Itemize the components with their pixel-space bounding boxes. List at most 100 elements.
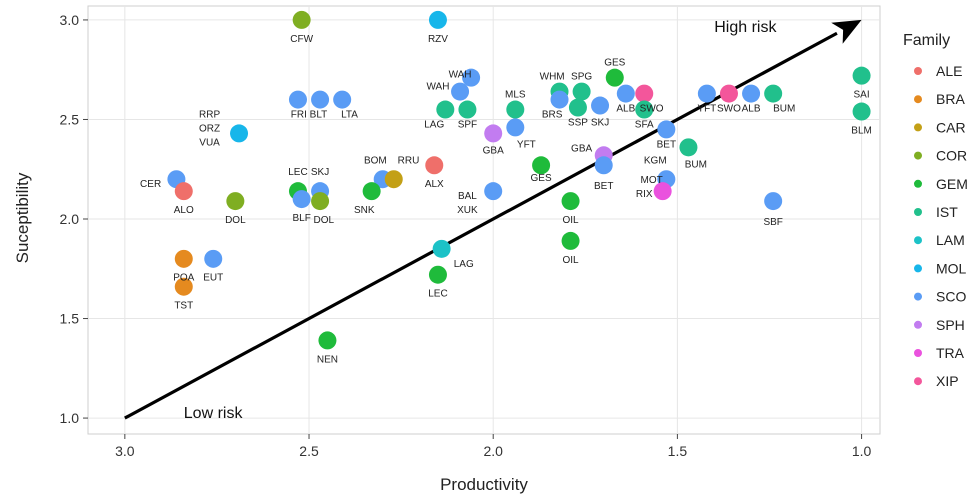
point-sco	[288, 90, 307, 109]
point-label: SSP	[568, 117, 588, 128]
point-label: BRS	[542, 109, 563, 120]
point-label: LAG	[424, 119, 444, 130]
point-label: SKJ	[311, 167, 329, 178]
point-label: TST	[174, 301, 193, 312]
legend-label-bra: BRA	[936, 91, 965, 107]
x-axis-title: Productivity	[440, 475, 528, 494]
point-ist	[852, 66, 871, 85]
point-gem	[532, 156, 551, 175]
point-label: KGM	[644, 155, 667, 166]
legend-label-sph: SPH	[936, 317, 965, 333]
point-label: GBA	[483, 145, 504, 156]
point-label: BUM	[685, 159, 707, 170]
point-label: SAI	[854, 90, 870, 101]
legend-swatch-ale	[914, 67, 922, 75]
y-tick-label: 1.0	[60, 410, 80, 426]
point-label: WHM	[540, 72, 565, 83]
data-points	[167, 10, 871, 350]
point-label: GES	[531, 173, 552, 184]
point-label: RZV	[428, 34, 448, 45]
point-label: FRI BLT	[291, 109, 327, 120]
point-label: RRP	[199, 109, 220, 120]
point-label: WAH	[449, 70, 472, 81]
point-label: MLS	[505, 90, 526, 101]
x-axis-ticks: 3.0 2.5 2.0 1.5 1.0	[115, 434, 872, 459]
point-label: EUT	[203, 273, 223, 284]
grid-lines	[88, 6, 880, 434]
point-label: LEC	[288, 167, 307, 178]
point-ist	[635, 100, 654, 119]
point-label: BUM	[773, 104, 795, 115]
point-sco	[451, 82, 470, 101]
point-sco	[333, 90, 352, 109]
legend-swatch-lam	[914, 236, 922, 245]
x-tick-label: 1.0	[852, 443, 872, 459]
point-label: YFT	[697, 104, 716, 115]
point-car	[384, 170, 403, 189]
legend-label-car: CAR	[936, 119, 966, 135]
point-label: RRU	[398, 155, 420, 166]
arrow-head	[831, 19, 862, 44]
point-ale	[174, 182, 193, 201]
legend-swatch-cor	[914, 151, 922, 160]
point-label: CER	[140, 179, 161, 190]
point-gem	[362, 182, 381, 201]
point-sco	[697, 84, 716, 103]
legend-swatch-xip	[914, 377, 922, 386]
low-risk-label: Low risk	[184, 405, 244, 422]
point-sco	[742, 84, 761, 103]
point-label: XUK	[457, 205, 478, 216]
point-label: ALB	[616, 104, 635, 115]
point-label: OIL	[563, 215, 580, 226]
legend-swatch-mol	[914, 264, 922, 273]
point-tra	[653, 182, 672, 201]
point-sco	[292, 190, 311, 209]
point-label: BLM	[851, 125, 872, 136]
point-label: LEC	[428, 289, 447, 300]
legend-label-cor: COR	[936, 148, 967, 164]
point-sco	[550, 90, 569, 109]
point-sco	[591, 96, 610, 115]
point-label: VUA	[199, 137, 220, 148]
point-ist	[679, 138, 698, 157]
point-xip	[719, 84, 738, 103]
point-label: WAH	[426, 82, 449, 93]
legend-label-gem: GEM	[936, 176, 968, 192]
point-sco	[462, 68, 481, 87]
legend-swatch-gem	[914, 179, 922, 188]
point-label: BET	[594, 181, 613, 192]
legend-label-ist: IST	[936, 204, 958, 220]
point-label: ALO	[174, 205, 194, 216]
y-tick-label: 3.0	[60, 12, 80, 28]
point-ist	[436, 100, 455, 119]
legend-label-ale: ALE	[936, 63, 962, 79]
point-label: LTA	[341, 109, 358, 120]
point-cor	[226, 192, 245, 211]
point-label: SKJ	[591, 117, 609, 128]
point-sco	[657, 120, 676, 139]
point-label: GBA	[571, 143, 592, 154]
point-label: POA	[173, 273, 194, 284]
point-label: SNK	[354, 205, 375, 216]
point-sco	[311, 90, 330, 109]
point-label: GES	[604, 58, 625, 69]
point-label: LAG	[454, 259, 474, 270]
point-cor	[311, 192, 330, 211]
y-axis-ticks: 1.0 1.5 2.0 2.5 3.0	[60, 12, 88, 426]
point-gem	[605, 68, 624, 87]
legend-swatch-sph	[914, 320, 922, 329]
point-ist	[572, 82, 591, 101]
point-mol	[230, 124, 249, 143]
legend-title: Family	[903, 32, 950, 49]
point-label: BLF	[292, 213, 310, 224]
point-label: SPG	[571, 72, 592, 83]
point-bra	[174, 277, 193, 296]
point-cor	[292, 10, 311, 29]
legend-label-mol: MOL	[936, 260, 967, 276]
point-label: ALB	[742, 104, 761, 115]
point-label: BET	[657, 139, 676, 150]
plot-area	[87, 5, 881, 435]
high-risk-label: High risk	[714, 19, 777, 36]
y-tick-label: 2.0	[60, 211, 80, 227]
